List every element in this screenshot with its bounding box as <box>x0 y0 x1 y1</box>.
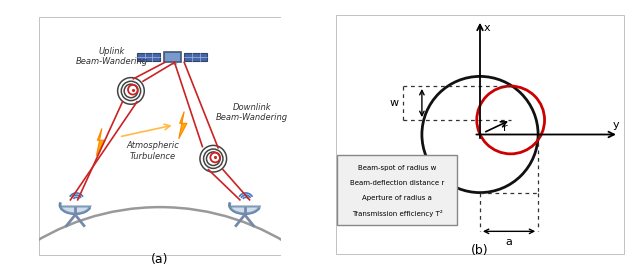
Polygon shape <box>60 207 90 214</box>
Polygon shape <box>230 207 260 214</box>
Polygon shape <box>97 129 104 156</box>
FancyBboxPatch shape <box>337 155 458 225</box>
Bar <box>184 53 207 61</box>
Text: a: a <box>506 237 513 247</box>
Text: Atmospheric
Turbulence: Atmospheric Turbulence <box>126 141 179 161</box>
Text: w: w <box>389 98 399 108</box>
Text: y: y <box>613 120 620 130</box>
Text: (a): (a) <box>151 253 169 266</box>
Bar <box>137 53 160 61</box>
Polygon shape <box>179 111 187 139</box>
Text: Transmission efficiency T²: Transmission efficiency T² <box>352 210 443 217</box>
Text: Uplink
Beam-Wandering: Uplink Beam-Wandering <box>76 47 148 66</box>
Text: Downlink
Beam-Wandering: Downlink Beam-Wandering <box>216 102 288 122</box>
Text: x: x <box>483 23 490 33</box>
FancyBboxPatch shape <box>164 52 180 62</box>
Text: (b): (b) <box>471 244 489 257</box>
Text: Beam-spot of radius w: Beam-spot of radius w <box>358 165 436 171</box>
Text: Beam-deflection distance r: Beam-deflection distance r <box>350 180 444 186</box>
Text: r: r <box>502 123 507 133</box>
Text: Aperture of radius a: Aperture of radius a <box>362 195 432 201</box>
